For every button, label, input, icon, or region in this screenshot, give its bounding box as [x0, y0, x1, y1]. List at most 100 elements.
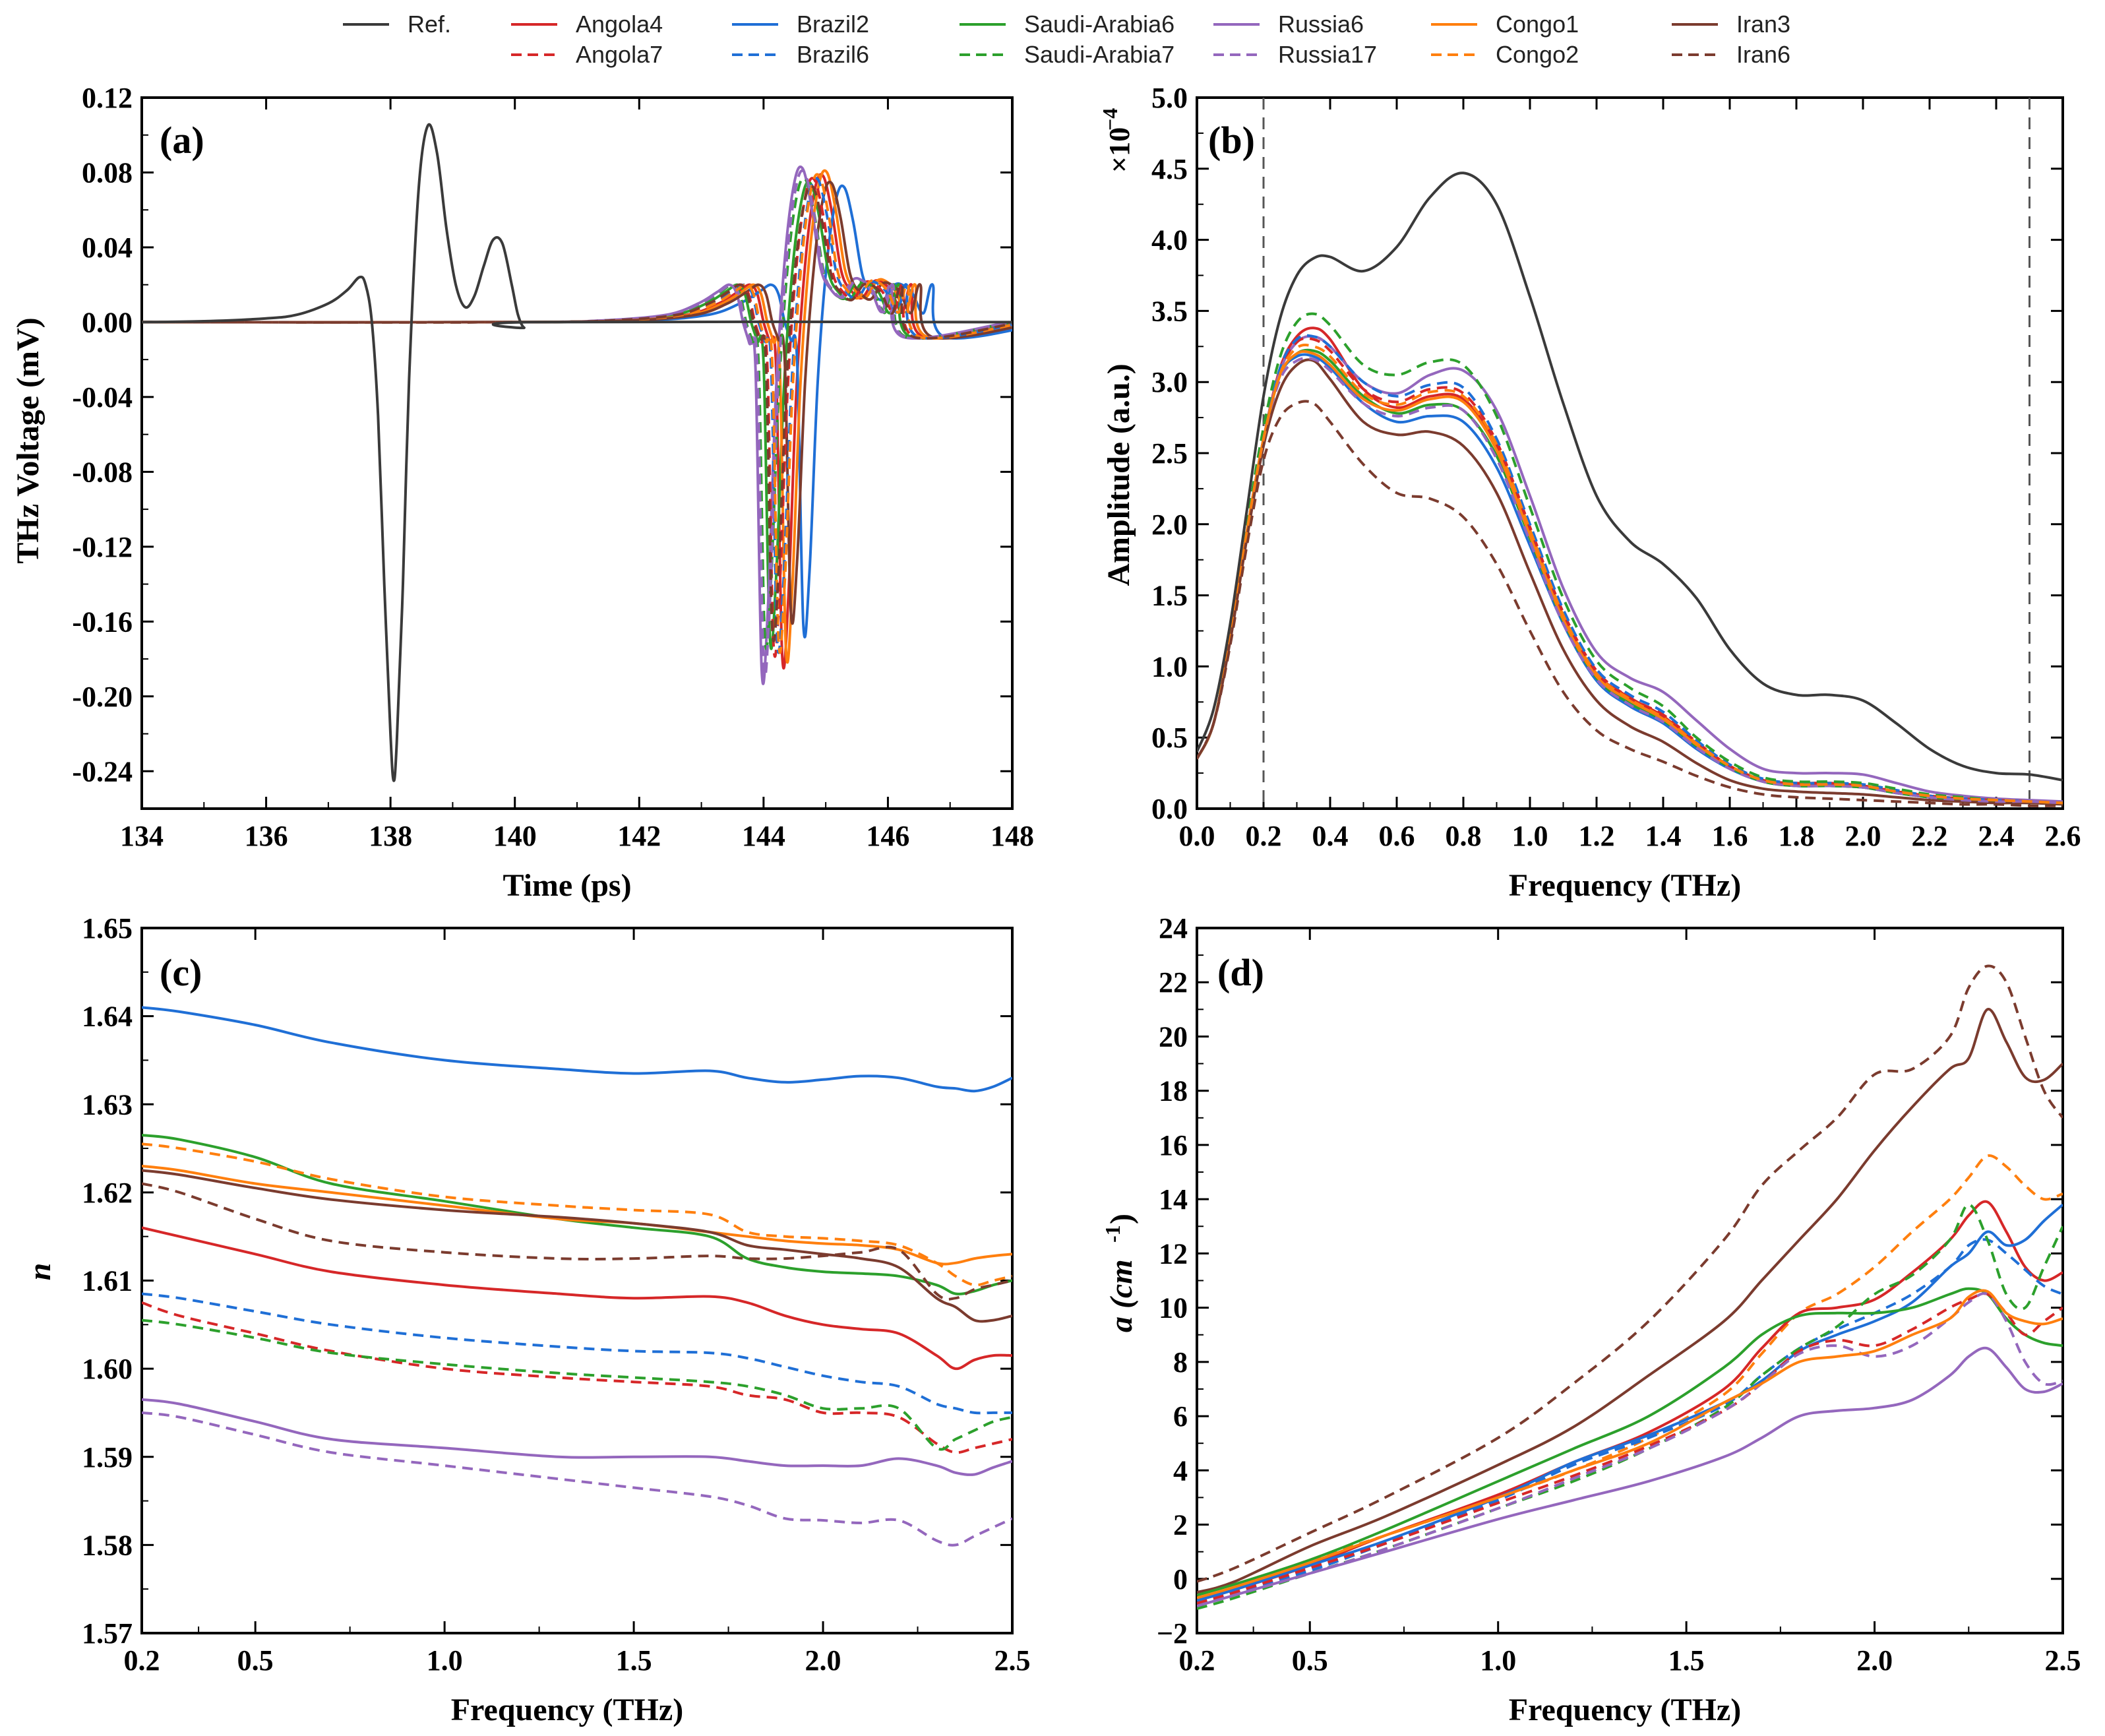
panel-b-xtick-label: 0.2 [1246, 820, 1282, 852]
panel-d-series-iran3 [1197, 1008, 2063, 1594]
panel-d-xtick-label: 2.5 [2045, 1644, 2081, 1677]
panel-d-ytick-label: 8 [1173, 1346, 1188, 1379]
panel-b-xlabel: Frequency (THz) [1509, 868, 1741, 903]
panel-a-ytick-label: -0.24 [72, 755, 133, 788]
panel-b-xtick-label: 2.4 [1978, 820, 2015, 852]
panel-b-series-angola7 [1197, 336, 2063, 805]
panel-d-ytick-label: 10 [1159, 1292, 1188, 1324]
panel-c-series-saudi-arabia7 [142, 1318, 1012, 1451]
panel-b-xtick-label: 1.6 [1712, 820, 1748, 852]
panel-b-ylabel: Amplitude (a.u.) [1101, 363, 1136, 586]
panel-b-xtick-label: 1.4 [1645, 820, 1682, 852]
panel-a-series-russia6 [142, 165, 1010, 685]
panel-a-ytick-label: -0.16 [72, 605, 133, 638]
panel-c-series-iran6 [142, 1182, 1012, 1301]
panel-a-ytick-label: -0.08 [72, 456, 133, 488]
panel-c-series-angola7 [142, 1301, 1012, 1454]
panel-b-ytick-label: 2.5 [1151, 437, 1188, 470]
panel-c-ytick-label: 1.58 [82, 1529, 133, 1561]
panel-d-label: (d) [1217, 951, 1264, 994]
panel-d-series-congo1 [1197, 1289, 2063, 1599]
legend-label-saudi-arabia6: Saudi-Arabia6 [1024, 11, 1175, 38]
legend-label-brazil6: Brazil6 [797, 41, 869, 68]
panel-b-series-congo2 [1197, 343, 2063, 805]
panel-b-xtick-label: 2.2 [1912, 820, 1948, 852]
panel-d-ytick-label: 14 [1159, 1183, 1188, 1216]
panel-b-series-iran6 [1197, 400, 2063, 807]
panel-b-series-brazil2 [1197, 353, 2063, 805]
panel-a-xtick-label: 142 [617, 820, 661, 852]
panel-c-frame [140, 927, 1014, 1634]
panel-c-series-angola4 [142, 1226, 1012, 1371]
panel-a-ytick-label: -0.04 [72, 381, 133, 414]
panel-b-ytick-label: 0.0 [1151, 793, 1188, 825]
panel-b-ytick-label: 0.5 [1151, 722, 1188, 754]
panel-c-label: (c) [160, 951, 202, 994]
panel-b-xtick-label: 1.0 [1512, 820, 1548, 852]
panel-c-ytick-label: 1.63 [82, 1088, 133, 1121]
panel-c-series-saudi-arabia6 [142, 1134, 1012, 1295]
panel-b-xtick-label: 2.0 [1845, 820, 1881, 852]
panel-c-series-congo2 [142, 1142, 1012, 1287]
panel-d-ytick-label: 22 [1159, 966, 1188, 999]
legend: Ref. Angola4 Brazil2 Saudi-Arabia6 Russia6 Co… [343, 11, 1790, 68]
panel-d-series-iran6 [1197, 964, 2063, 1583]
panel-a-ylabel: THz Voltage (mV) [11, 317, 46, 563]
panel-b-series-angola4 [1197, 326, 2063, 805]
panel-c-xtick-label: 2.5 [994, 1644, 1031, 1677]
panel-a-series-brazil6 [142, 177, 1012, 654]
panel-c-ytick-label: 1.61 [82, 1265, 133, 1297]
panel-b-ytick-label: 3.5 [1151, 295, 1188, 327]
panel-a-ytick-label: 0.12 [82, 82, 133, 114]
panel-c-ytick-label: 1.60 [82, 1353, 133, 1385]
panel-d-ytick-label: −2 [1157, 1617, 1188, 1650]
legend-label-angola4: Angola4 [576, 11, 663, 38]
panel-c-series-brazil2 [142, 1006, 1012, 1093]
panel-a-xtick-label: 144 [742, 820, 785, 852]
panel-c-ytick-label: 1.59 [82, 1441, 133, 1473]
panel-d-ytick-label: 16 [1159, 1129, 1188, 1162]
panel-d-xtick-label: 2.0 [1856, 1644, 1893, 1677]
panel-b-scale-base: ×10 [1103, 127, 1136, 173]
panel-b-xtick-label: 0.4 [1312, 820, 1349, 852]
legend-label-brazil2: Brazil2 [797, 11, 869, 38]
panel-d-xtick-label: 1.0 [1480, 1644, 1516, 1677]
panel-b-scale-exponent: −4 [1098, 108, 1122, 131]
panel-a-plot-area [142, 123, 1012, 782]
panel-b-ytick-label: 1.5 [1151, 580, 1188, 612]
panel-c: Frequency (THz) n 0.2 0.5 1.0 1.5 2.0 2.5 1.57… [22, 912, 1031, 1727]
panel-d-plot-area [1197, 964, 2063, 1610]
panel-a-xtick-label: 136 [245, 820, 288, 852]
panel-b-xtick-label: 1.2 [1579, 820, 1615, 852]
legend-label-iran3: Iran3 [1736, 11, 1790, 38]
panel-c-ytick-label: 1.65 [82, 912, 133, 945]
panel-b-series-ref [1197, 171, 2063, 782]
panel-d-ylabel-close: ) [1104, 1214, 1139, 1224]
legend-label-russia6: Russia6 [1278, 11, 1364, 38]
panel-a-xtick-label: 138 [369, 820, 412, 852]
panel-a-frame [140, 96, 1014, 810]
panel-c-ytick-label: 1.64 [82, 1001, 133, 1033]
panel-d-series-brazil2 [1197, 1203, 2063, 1602]
panel-c-xtick-label: 0.5 [237, 1644, 274, 1677]
panel-c-series-russia17 [142, 1411, 1012, 1547]
panel-d-xtick-label: 0.2 [1179, 1644, 1215, 1677]
panel-a-xtick-label: 134 [120, 820, 164, 852]
panel-b-series-iran3 [1197, 358, 2063, 806]
panel-a-series-iran6 [142, 184, 1012, 642]
panel-d-series-russia17 [1197, 1291, 2063, 1607]
panel-d-ytick-label: 6 [1173, 1400, 1188, 1433]
legend-label-ref: Ref. [408, 11, 451, 38]
panel-c-ytick-label: 1.62 [82, 1177, 133, 1209]
legend-label-russia17: Russia17 [1278, 41, 1377, 68]
panel-a-xlabel: Time (ps) [503, 868, 631, 903]
panel-c-ytick-label: 1.57 [82, 1617, 133, 1650]
panel-a-series-saudi-arabia6 [142, 180, 1012, 650]
panel-c-xtick-label: 0.2 [124, 1644, 160, 1677]
panel-a-series-angola7 [142, 177, 1012, 658]
panel-c-plot-area [142, 1006, 1012, 1547]
panel-a-ytick-label: -0.12 [72, 531, 133, 563]
panel-d-ytick-label: 12 [1159, 1237, 1188, 1270]
panel-d-xtick-label: 1.5 [1668, 1644, 1705, 1677]
